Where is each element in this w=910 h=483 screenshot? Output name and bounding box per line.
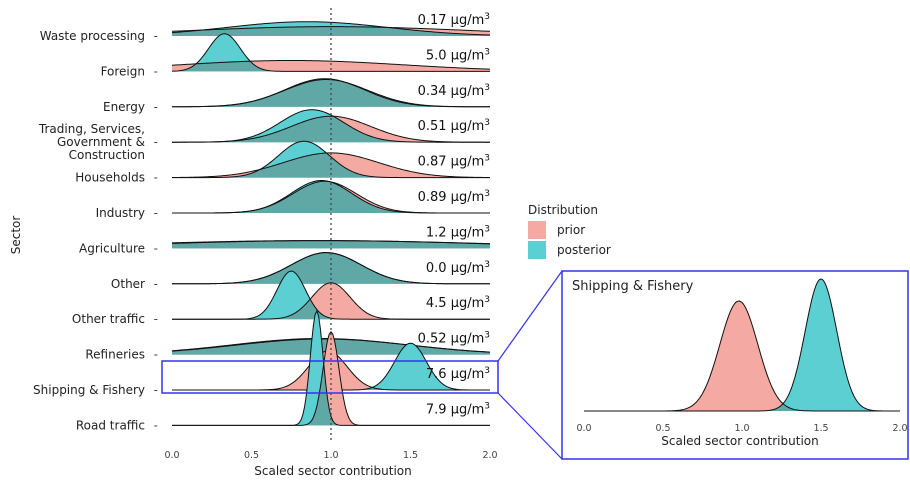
prior-density-line xyxy=(171,59,491,70)
x-tick-label: 1.0 xyxy=(323,450,338,461)
main-ridgeline-chart: Waste processing -Foreign -Energy -Trading,… xyxy=(9,8,563,478)
posterior-density-line xyxy=(172,109,490,143)
x-axis-label: Scaled sector contribution xyxy=(254,464,411,478)
legend-swatch-posterior xyxy=(528,241,546,259)
posterior-density-line xyxy=(171,33,490,72)
overlap-density-area xyxy=(172,61,490,72)
posterior-density-line xyxy=(172,309,490,426)
value-label: 0.87 µg/m3 xyxy=(418,154,490,170)
posterior-density-line xyxy=(171,21,491,36)
sector-tick-mark: - xyxy=(154,64,158,78)
value-label: 0.17 µg/m3 xyxy=(418,12,490,28)
sector-tick-mark: - xyxy=(154,241,158,255)
prior-density-line xyxy=(171,152,491,178)
prior-density-line xyxy=(171,26,491,32)
inset-prior-area xyxy=(584,301,900,411)
sector-tick-mark: - xyxy=(154,100,158,114)
sector-label: Agriculture xyxy=(79,241,145,255)
value-labels: 0.17 µg/m3 5.0 µg/m3 0.34 µg/m3 0.51 µg/m3 0… xyxy=(418,12,490,417)
x-tick-label: 0.0 xyxy=(164,450,179,461)
sector-label: Energy xyxy=(103,100,145,114)
sector-tick-mark: - xyxy=(154,418,158,432)
overlap-density-area xyxy=(172,26,490,36)
sector-label: Trading, Services, Government & Constructi… xyxy=(38,122,145,162)
inset-x-tick-label: 2.0 xyxy=(892,423,907,434)
legend-swatch-prior xyxy=(528,221,546,239)
sector-label: Households xyxy=(75,171,145,185)
value-label: 1.2 µg/m3 xyxy=(426,224,490,240)
inset-x-tick-label: 1.0 xyxy=(734,423,749,434)
sector-tick-mark: - xyxy=(154,383,158,397)
value-label: 0.52 µg/m3 xyxy=(418,331,490,347)
sector-tick-mark: - xyxy=(154,277,158,291)
value-label: 0.0 µg/m3 xyxy=(426,260,490,276)
ridge-industry xyxy=(172,180,490,214)
inset-x-axis-ticks: 0.0 0.5 1.0 1.5 2.0 xyxy=(576,423,907,434)
zoom-connector-top xyxy=(497,270,563,362)
sector-tick-mark: - xyxy=(154,171,158,185)
inset-posterior-area xyxy=(584,279,900,411)
ridge-foreign xyxy=(171,33,491,72)
sector-label: Industry xyxy=(96,206,145,220)
posterior-density-line xyxy=(172,180,490,214)
sector-label: Waste processing xyxy=(40,29,145,43)
sector-label: Shipping & Fishery xyxy=(33,383,145,397)
inset-title: Shipping & Fishery xyxy=(572,279,694,294)
legend: Distribution prior posterior xyxy=(528,203,611,259)
posterior-density-line xyxy=(172,140,490,179)
value-label: 0.89 µg/m3 xyxy=(418,189,490,205)
value-label: 5.0 µg/m3 xyxy=(426,47,490,63)
inset-x-tick-label: 0.5 xyxy=(655,423,670,434)
value-label: 7.9 µg/m3 xyxy=(426,401,490,417)
posterior-density-area xyxy=(172,343,490,390)
legend-title: Distribution xyxy=(528,203,598,217)
prior-density-area xyxy=(172,282,490,320)
y-axis-label: Sector xyxy=(9,216,23,255)
inset-x-axis-label: Scaled sector contribution xyxy=(661,434,818,448)
value-label: 0.51 µg/m3 xyxy=(418,118,490,134)
overlap-density-area xyxy=(172,153,490,178)
inset-posterior-line xyxy=(584,278,900,412)
zoom-connector-bottom xyxy=(497,392,563,460)
overlap-density-area xyxy=(172,181,490,213)
sector-labels: Waste processing -Foreign -Energy -Trading,… xyxy=(33,29,158,432)
sector-label: Other xyxy=(111,277,145,291)
sector-label: Other traffic xyxy=(72,312,145,326)
value-label: 4.5 µg/m3 xyxy=(426,295,490,311)
x-tick-label: 2.0 xyxy=(482,450,497,461)
sector-tick-mark: - xyxy=(154,206,158,220)
legend-label-posterior: posterior xyxy=(557,243,611,257)
x-axis-ticks: 0.0 0.5 1.0 1.5 2.0 xyxy=(164,450,497,461)
sector-tick-mark: - xyxy=(154,312,158,326)
sector-label: Refineries xyxy=(85,348,145,362)
value-label: 7.6 µg/m3 xyxy=(426,366,490,382)
sector-tick-mark: - xyxy=(154,29,158,43)
value-label: 0.34 µg/m3 xyxy=(418,83,490,99)
inset-curves xyxy=(584,278,900,412)
inset-x-tick-label: 1.5 xyxy=(813,423,828,434)
posterior-density-line xyxy=(172,252,490,285)
legend-label-prior: prior xyxy=(557,223,585,237)
x-tick-label: 1.5 xyxy=(403,450,418,461)
shipping-highlight-box xyxy=(161,360,499,394)
inset-chart: Shipping & Fishery 0.0 0.5 1.0 1.5 2.0 Scale… xyxy=(561,270,909,460)
sector-label: Foreign xyxy=(101,64,145,78)
posterior-density-line xyxy=(171,240,491,245)
sector-label: Road traffic xyxy=(76,418,145,432)
sector-tick-mark: - xyxy=(154,135,158,149)
x-tick-label: 0.5 xyxy=(244,450,259,461)
sector-tick-mark: - xyxy=(154,348,158,362)
inset-x-tick-label: 0.0 xyxy=(576,423,591,434)
